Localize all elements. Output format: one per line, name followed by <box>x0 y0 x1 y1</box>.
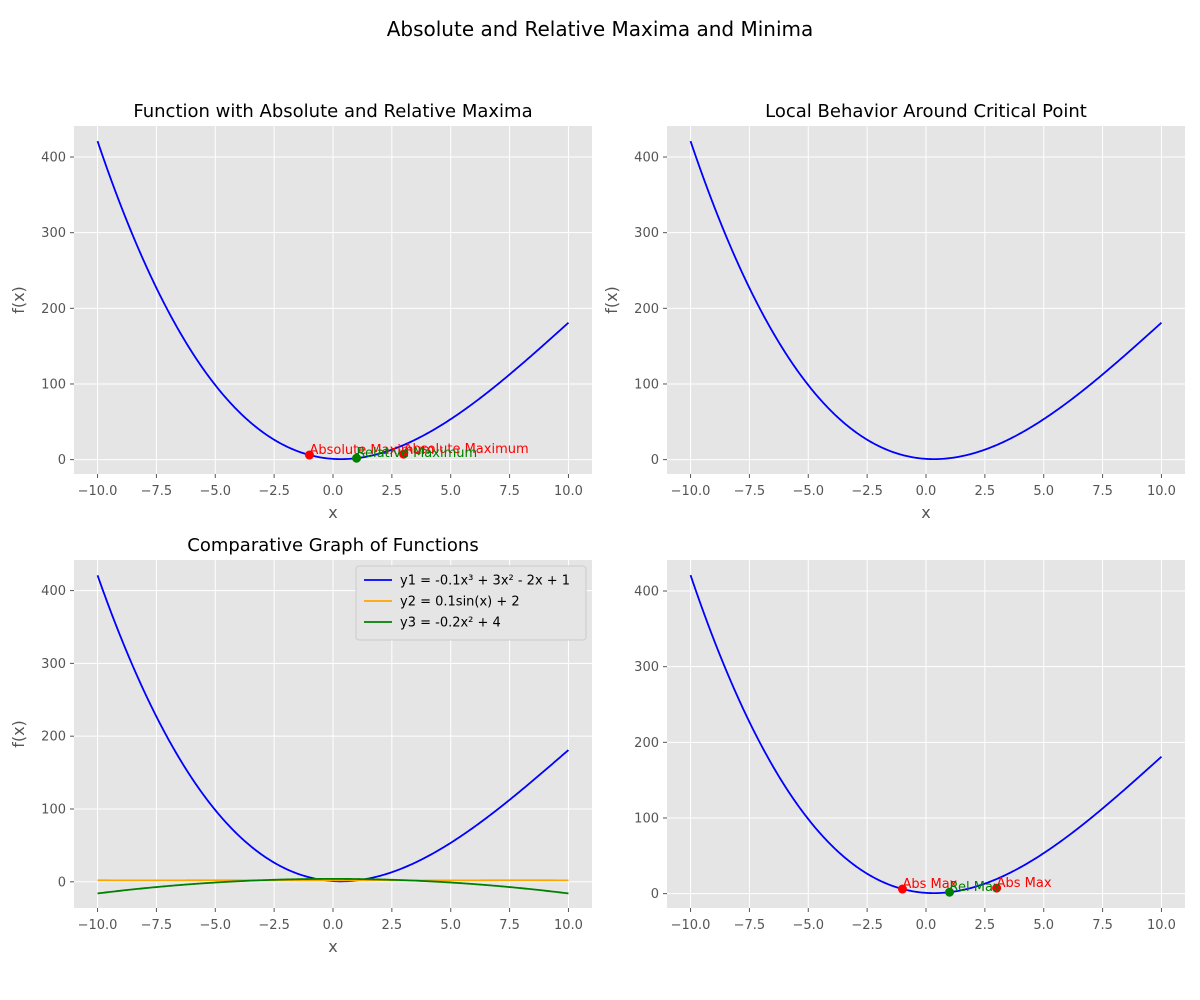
subplot-p4: −10.0 −7.5 −5.0 −2.5 0.0 2.5 5.0 7.5 10.0 0 100 200… <box>634 560 1185 933</box>
x-tick-label: −10.0 <box>671 484 711 499</box>
y-tick-label: 300 <box>41 657 66 672</box>
critical-point-label: Abs Max <box>997 876 1052 891</box>
critical-point-marker <box>992 883 1002 893</box>
subplot-p2: −10.0 −7.5 −5.0 −2.5 0.0 2.5 5.0 7.5 10.0 0 100 200… <box>602 101 1185 522</box>
x-tick-label: 5.0 <box>440 484 461 499</box>
subplot-title: Comparative Graph of Functions <box>187 535 478 556</box>
critical-point-label: Absolute Maximum <box>404 442 529 457</box>
x-tick-label: −10.0 <box>78 918 118 933</box>
y-tick-label: 100 <box>41 802 66 817</box>
legend: y1 = -0.1x³ + 3x² - 2x + 1 y2 = 0.1sin(x)… <box>355 565 587 641</box>
legend-frame <box>355 565 587 641</box>
x-tick-label: 0.0 <box>323 484 344 499</box>
critical-point-marker <box>352 453 362 463</box>
y-tick-label: 400 <box>634 151 659 166</box>
x-tick-label: −5.0 <box>792 918 824 933</box>
x-tick-label: −7.5 <box>141 484 173 499</box>
y-tick-label: 200 <box>41 730 66 745</box>
x-tick-label: 2.5 <box>975 918 996 933</box>
x-tick-label: −2.5 <box>851 918 883 933</box>
x-axis-label: x <box>328 503 337 522</box>
y-tick-label: 300 <box>634 660 659 675</box>
x-tick-label: 2.5 <box>382 918 403 933</box>
y-tick-label: 300 <box>41 226 66 241</box>
x-tick-label: −5.0 <box>199 918 231 933</box>
y-tick-label: 300 <box>634 226 659 241</box>
y-tick-label: 200 <box>634 736 659 751</box>
x-tick-label: −7.5 <box>141 918 173 933</box>
x-tick-label: 0.0 <box>916 918 937 933</box>
x-tick-label: 7.5 <box>1092 484 1113 499</box>
x-tick-label: 10.0 <box>554 484 583 499</box>
x-tick-label: 5.0 <box>1033 484 1054 499</box>
y-tick-label: 400 <box>634 585 659 600</box>
y-axis-label: f(x) <box>602 286 621 314</box>
series-line-y1 <box>96 140 570 461</box>
x-tick-label: 7.5 <box>1092 918 1113 933</box>
x-tick-label: 10.0 <box>554 918 583 933</box>
y-tick-label: 100 <box>634 377 659 392</box>
x-tick-label: −2.5 <box>258 484 290 499</box>
x-axis-label: x <box>328 937 337 956</box>
x-tick-label: −7.5 <box>734 918 766 933</box>
x-tick-label: −5.0 <box>199 484 231 499</box>
legend-entry: y3 = -0.2x² + 4 <box>400 616 501 631</box>
x-tick-label: −2.5 <box>851 484 883 499</box>
series-line-y1 <box>689 140 1163 461</box>
y-axis-label: f(x) <box>9 720 28 748</box>
x-tick-label: 2.5 <box>382 484 403 499</box>
x-tick-label: 0.0 <box>916 484 937 499</box>
x-tick-label: −5.0 <box>792 484 824 499</box>
x-tick-label: −2.5 <box>258 918 290 933</box>
y-tick-label: 400 <box>41 584 66 599</box>
series-line-y1 <box>689 574 1163 895</box>
figure-title: Absolute and Relative Maxima and Minima <box>387 17 814 41</box>
subplot-p3: −10.0 −7.5 −5.0 −2.5 0.0 2.5 5.0 7.5 10.0 0 100 200… <box>9 535 592 956</box>
y-tick-label: 0 <box>58 875 66 890</box>
critical-point-marker <box>304 450 314 460</box>
x-tick-label: 10.0 <box>1147 918 1176 933</box>
y-tick-label: 100 <box>41 377 66 392</box>
y-tick-label: 200 <box>41 302 66 317</box>
critical-point-marker <box>945 887 955 897</box>
critical-point-label: Abs Max <box>902 877 957 892</box>
y-tick-label: 100 <box>634 811 659 826</box>
y-tick-label: 0 <box>651 453 659 468</box>
y-axis-label: f(x) <box>9 286 28 314</box>
y-tick-label: 0 <box>58 453 66 468</box>
critical-point-label: Rel Max <box>950 880 1001 895</box>
legend-entry: y2 = 0.1sin(x) + 2 <box>400 595 520 610</box>
x-tick-label: 7.5 <box>499 484 520 499</box>
x-tick-label: 5.0 <box>440 918 461 933</box>
y-tick-label: 200 <box>634 302 659 317</box>
series-line-y3 <box>97 877 569 895</box>
x-tick-label: 7.5 <box>499 918 520 933</box>
x-tick-label: 10.0 <box>1147 484 1176 499</box>
x-tick-label: 2.5 <box>975 484 996 499</box>
x-tick-label: −10.0 <box>78 484 118 499</box>
x-tick-label: −10.0 <box>671 918 711 933</box>
x-axis-label: x <box>921 503 930 522</box>
y-tick-label: 0 <box>651 887 659 902</box>
x-tick-label: 0.0 <box>323 918 344 933</box>
subplot-p1: −10.0 −7.5 −5.0 −2.5 0.0 2.5 5.0 7.5 10.0 0 100 200… <box>9 101 592 522</box>
critical-point-label: Relative Maximum <box>357 446 478 461</box>
critical-point-marker <box>399 449 409 459</box>
legend-entry: y1 = -0.1x³ + 3x² - 2x + 1 <box>400 574 570 589</box>
subplot-title: Local Behavior Around Critical Point <box>765 101 1087 122</box>
x-tick-label: 5.0 <box>1033 918 1054 933</box>
critical-point-marker <box>897 884 907 894</box>
x-tick-label: −7.5 <box>734 484 766 499</box>
subplot-title: Function with Absolute and Relative Maxi… <box>133 101 532 122</box>
y-tick-label: 400 <box>41 151 66 166</box>
